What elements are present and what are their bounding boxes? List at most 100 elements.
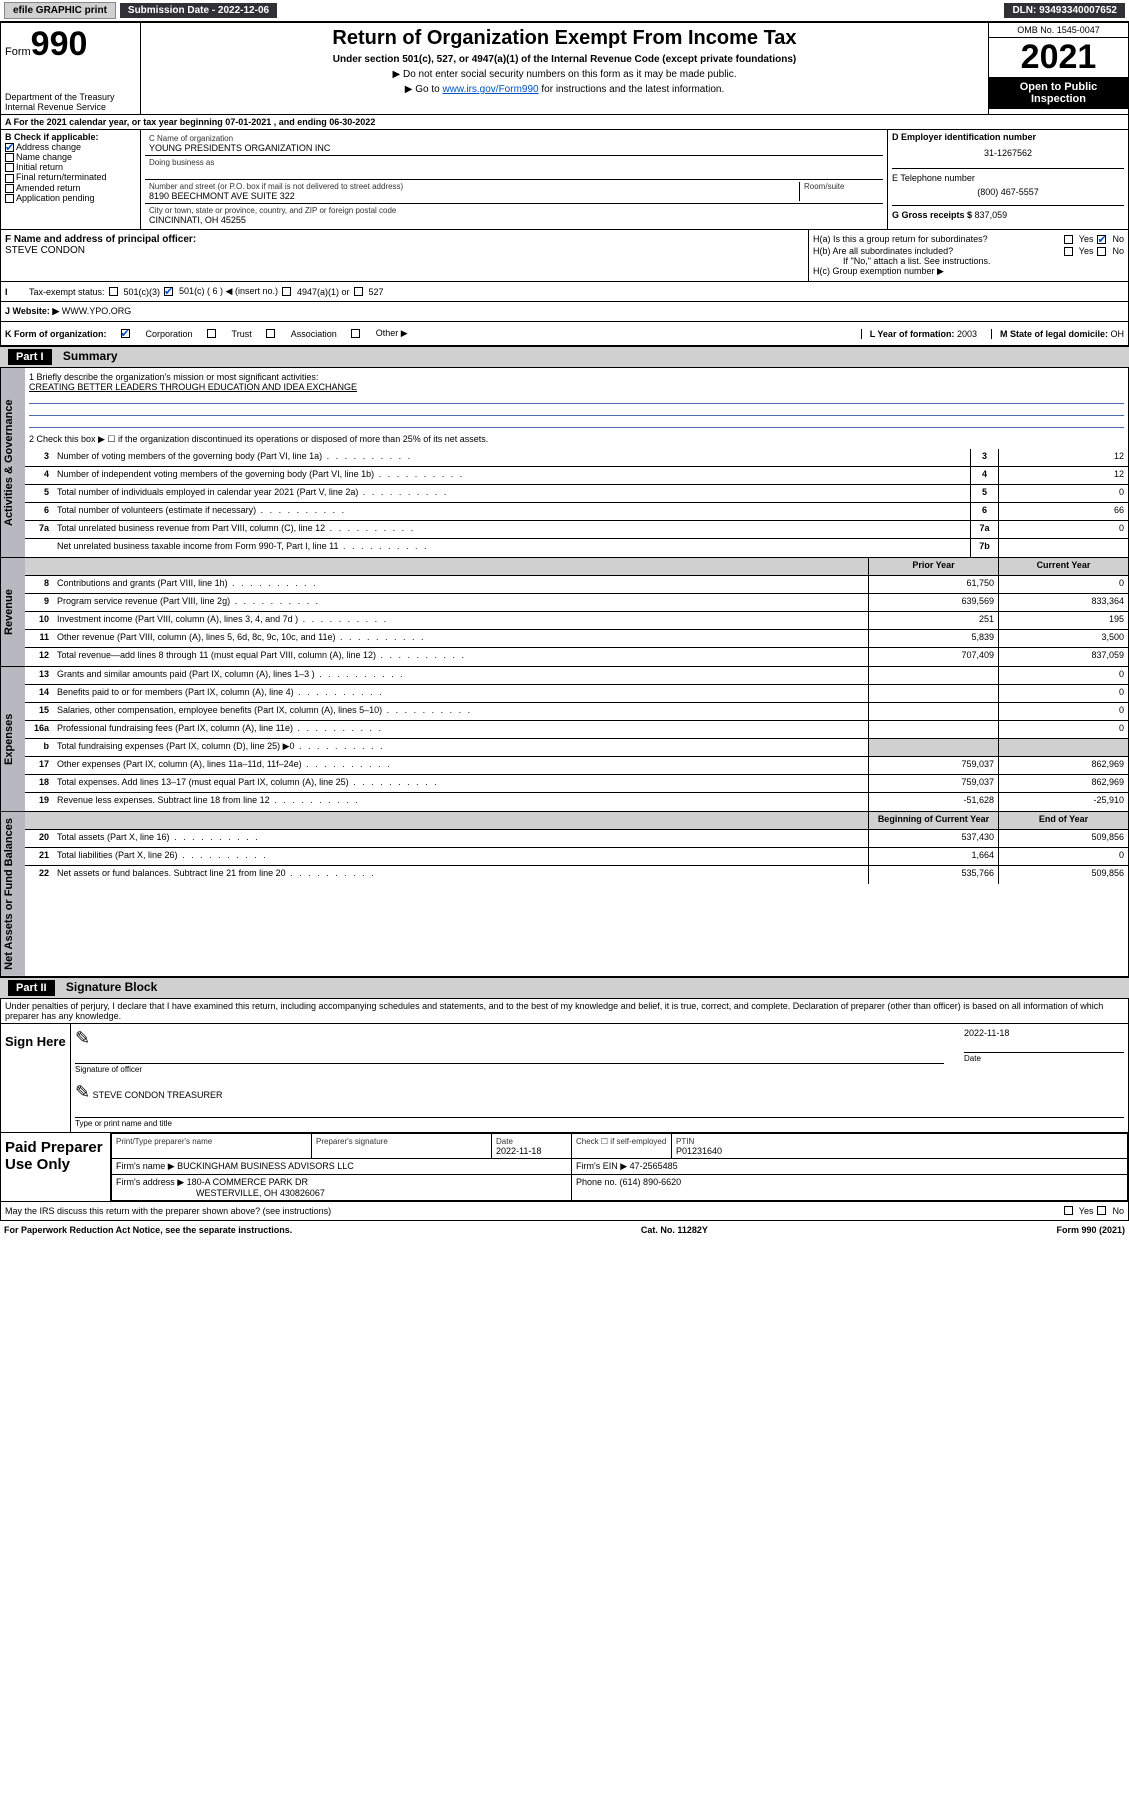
row-num: 7a xyxy=(25,521,53,538)
paid-preparer-label: Paid Preparer Use Only xyxy=(1,1133,111,1201)
row-num: 10 xyxy=(25,612,53,629)
summary-row: 14 Benefits paid to or for members (Part… xyxy=(25,685,1128,703)
row-desc: Revenue less expenses. Subtract line 18 … xyxy=(53,793,868,811)
corp-checkbox[interactable] xyxy=(121,329,130,338)
ha-yes-checkbox[interactable] xyxy=(1064,235,1073,244)
footer-right: Form 990 (2021) xyxy=(1056,1225,1125,1235)
501c3-checkbox[interactable] xyxy=(109,287,118,296)
dept-label: Department of the Treasury Internal Reve… xyxy=(5,92,136,112)
row-desc: Investment income (Part VIII, column (A)… xyxy=(53,612,868,629)
row-desc: Program service revenue (Part VIII, line… xyxy=(53,594,868,611)
hc-label: H(c) Group exemption number ▶ xyxy=(813,266,1124,277)
summary-row: 6 Total number of volunteers (estimate i… xyxy=(25,503,1128,521)
row-num: 11 xyxy=(25,630,53,647)
revenue-body: Prior Year Current Year 8 Contributions … xyxy=(25,558,1128,666)
row-desc: Net unrelated business taxable income fr… xyxy=(53,539,970,557)
hdr-blank2 xyxy=(53,558,868,575)
dln-value: 93493340007652 xyxy=(1039,5,1117,16)
current-value: 0 xyxy=(998,576,1128,593)
501c-checkbox[interactable] xyxy=(164,287,173,296)
yes-label: Yes xyxy=(1079,234,1094,244)
current-value xyxy=(998,739,1128,756)
part1-badge: Part I xyxy=(8,349,52,365)
527-checkbox[interactable] xyxy=(354,287,363,296)
summary-row: 16a Professional fundraising fees (Part … xyxy=(25,721,1128,739)
prior-value xyxy=(868,703,998,720)
prep-date-value: 2022-11-18 xyxy=(496,1146,541,1156)
current-value: -25,910 xyxy=(998,793,1128,811)
row-desc: Other expenses (Part IX, column (A), lin… xyxy=(53,757,868,774)
opt-corp: Corporation xyxy=(146,329,193,339)
trust-checkbox[interactable] xyxy=(207,329,216,338)
note2-pre: ▶ Go to xyxy=(405,84,443,95)
row-num: 9 xyxy=(25,594,53,611)
checkbox-icon[interactable] xyxy=(5,174,14,183)
open-to-public: Open to Public Inspection xyxy=(989,77,1128,109)
ha-label: H(a) Is this a group return for subordin… xyxy=(813,234,988,244)
vtab-expenses: Expenses xyxy=(1,667,25,811)
row-num: 20 xyxy=(25,830,53,847)
row-desc: Contributions and grants (Part VIII, lin… xyxy=(53,576,868,593)
prior-value xyxy=(868,739,998,756)
row-desc: Benefits paid to or for members (Part IX… xyxy=(53,685,868,702)
sign-body: ✎ Signature of officer 2022-11-18 Date ✎… xyxy=(71,1024,1128,1132)
part1-header: Part I Summary xyxy=(0,346,1129,368)
boxb-item[interactable]: Initial return xyxy=(5,162,136,172)
row-desc: Total fundraising expenses (Part IX, col… xyxy=(53,739,868,756)
current-year-header: Current Year xyxy=(998,558,1128,575)
4947-checkbox[interactable] xyxy=(282,287,291,296)
expenses-section: Expenses 13 Grants and similar amounts p… xyxy=(0,667,1129,812)
firm-addr1: 180-A COMMERCE PARK DR xyxy=(187,1177,308,1187)
year-form-value: 2003 xyxy=(957,329,977,339)
checkbox-icon[interactable] xyxy=(5,163,14,172)
discuss-label: May the IRS discuss this return with the… xyxy=(5,1206,331,1216)
ha-yesno: Yes No xyxy=(1064,234,1124,244)
form990-link[interactable]: www.irs.gov/Form990 xyxy=(442,84,538,95)
boxb-item[interactable]: Name change xyxy=(5,152,136,162)
box-b: B Check if applicable: Address changeNam… xyxy=(1,130,141,229)
summary-row: 13 Grants and similar amounts paid (Part… xyxy=(25,667,1128,685)
discuss-yes-checkbox[interactable] xyxy=(1064,1206,1073,1215)
dln-badge: DLN: 93493340007652 xyxy=(1004,3,1125,18)
boxb-item[interactable]: Address change xyxy=(5,142,136,152)
current-value: 0 xyxy=(998,721,1128,738)
hb-yes-checkbox[interactable] xyxy=(1064,247,1073,256)
penalty-text: Under penalties of perjury, I declare th… xyxy=(0,999,1129,1024)
summary-row: 17 Other expenses (Part IX, column (A), … xyxy=(25,757,1128,775)
row-num: 17 xyxy=(25,757,53,774)
sig-officer-label: Signature of officer xyxy=(75,1063,944,1074)
summary-row: 4 Number of independent voting members o… xyxy=(25,467,1128,485)
row-value: 66 xyxy=(998,503,1128,520)
sig-date-label: Date xyxy=(964,1052,1124,1063)
checkbox-icon[interactable] xyxy=(5,184,14,193)
checkbox-icon[interactable] xyxy=(5,153,14,162)
row-num: 16a xyxy=(25,721,53,738)
summary-row: 11 Other revenue (Part VIII, column (A),… xyxy=(25,630,1128,648)
summary-row: 10 Investment income (Part VIII, column … xyxy=(25,612,1128,630)
efile-button[interactable]: efile GRAPHIC print xyxy=(4,2,116,19)
row-desc: Grants and similar amounts paid (Part IX… xyxy=(53,667,868,684)
hb-no-checkbox[interactable] xyxy=(1097,247,1106,256)
phone-label: E Telephone number xyxy=(892,173,1124,183)
row-desc: Other revenue (Part VIII, column (A), li… xyxy=(53,630,868,647)
boxb-item[interactable]: Application pending xyxy=(5,193,136,203)
checkbox-icon[interactable] xyxy=(5,194,14,203)
assoc-checkbox[interactable] xyxy=(266,329,275,338)
other-checkbox[interactable] xyxy=(351,329,360,338)
boxb-item[interactable]: Amended return xyxy=(5,183,136,193)
ha-no-checkbox[interactable] xyxy=(1097,235,1106,244)
boxb-item[interactable]: Final return/terminated xyxy=(5,172,136,182)
ein-value: 31-1267562 xyxy=(892,142,1124,164)
checkbox-icon[interactable] xyxy=(5,143,14,152)
form-title-cell: Return of Organization Exempt From Incom… xyxy=(141,23,988,114)
prior-value: 535,766 xyxy=(868,866,998,884)
row-desc: Total number of individuals employed in … xyxy=(53,485,970,502)
sign-here-label: Sign Here xyxy=(1,1024,71,1132)
prep-sig-label: Preparer's signature xyxy=(316,1137,388,1146)
summary-row: 15 Salaries, other compensation, employe… xyxy=(25,703,1128,721)
ptin-value: P01231640 xyxy=(676,1146,722,1156)
current-value: 0 xyxy=(998,848,1128,865)
discuss-row: May the IRS discuss this return with the… xyxy=(0,1202,1129,1221)
discuss-no-checkbox[interactable] xyxy=(1097,1206,1106,1215)
prior-value: -51,628 xyxy=(868,793,998,811)
